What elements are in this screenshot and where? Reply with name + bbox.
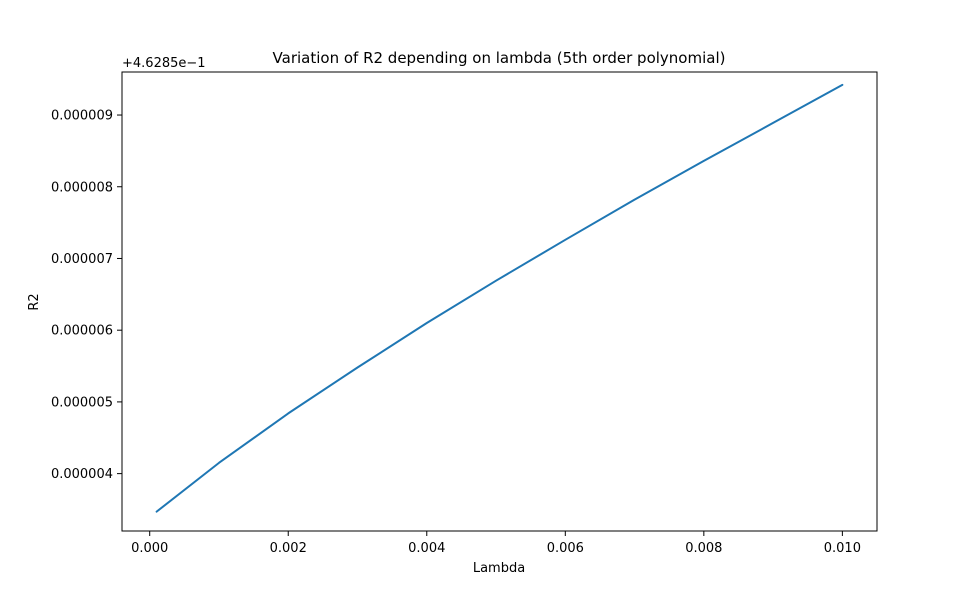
y-tick-label: 0.000006: [51, 324, 113, 339]
x-tick-label: 0.004: [408, 541, 445, 556]
x-tick-label: 0.006: [547, 541, 584, 556]
y-tick-label: 0.000009: [51, 109, 113, 124]
chart-title: Variation of R2 depending on lambda (5th…: [273, 49, 726, 67]
x-axis-label: Lambda: [473, 561, 525, 576]
y-tick-label: 0.000007: [51, 252, 113, 267]
x-axis-ticks: 0.000 0.002 0.004 0.006 0.008 0.010: [131, 531, 861, 556]
y-axis-ticks: 0.000004 0.000005 0.000006 0.000007 0.000008…: [51, 109, 122, 482]
x-tick-label: 0.000: [131, 541, 168, 556]
series-line: [155, 83, 844, 513]
x-tick-label: 0.008: [685, 541, 722, 556]
y-tick-label: 0.000005: [51, 395, 113, 410]
x-tick-label: 0.010: [824, 541, 861, 556]
x-tick-label: 0.002: [270, 541, 307, 556]
y-offset-label: +4.6285e−1: [122, 56, 206, 71]
plot-area: [121, 71, 878, 532]
y-tick-label: 0.000008: [51, 180, 113, 195]
y-tick-label: 0.000004: [51, 467, 113, 482]
y-axis-label: R2: [27, 293, 42, 310]
